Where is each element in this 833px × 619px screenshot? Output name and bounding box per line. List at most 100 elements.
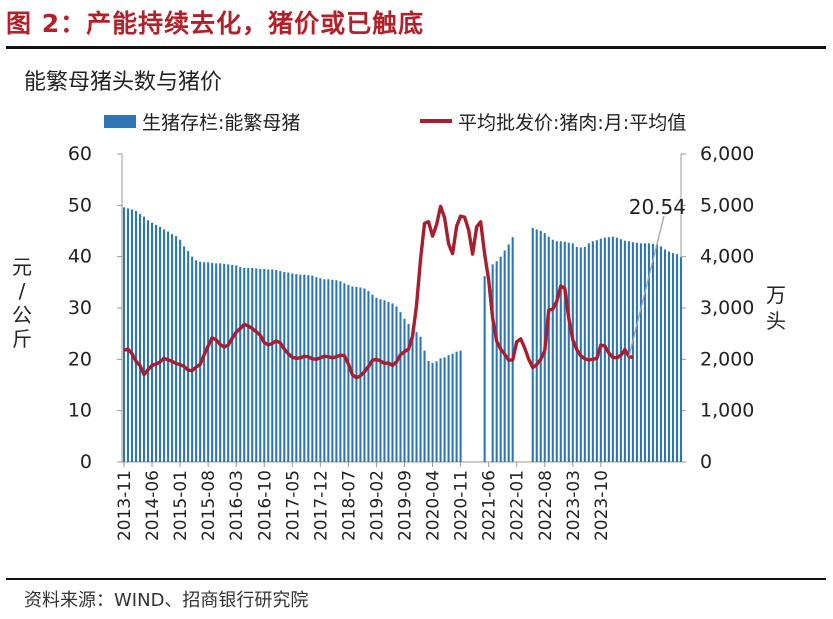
price-point — [231, 337, 233, 339]
price-point — [548, 309, 550, 311]
bar — [663, 249, 667, 462]
bar — [659, 246, 662, 462]
price-point — [391, 364, 394, 367]
bar — [535, 229, 538, 462]
price-point — [399, 354, 402, 356]
annotation-leader-line — [628, 215, 665, 357]
bar — [511, 237, 514, 462]
bar — [130, 209, 134, 462]
price-point — [556, 300, 558, 302]
price-point — [311, 358, 313, 360]
bar — [383, 300, 386, 462]
price-point — [375, 358, 378, 360]
price-point — [163, 357, 165, 359]
price-point — [323, 355, 325, 357]
price-point — [287, 353, 289, 355]
price-point — [191, 370, 193, 372]
price-point — [219, 343, 221, 346]
bar — [147, 220, 150, 462]
price-line — [123, 204, 634, 380]
bar — [239, 266, 242, 462]
bar — [195, 260, 198, 462]
x-tick-label: 2022-08 — [536, 470, 556, 541]
x-tick-label: 2016-10 — [255, 470, 275, 541]
price-point — [227, 344, 229, 346]
bar — [303, 274, 306, 462]
price-point — [411, 335, 414, 337]
bar — [459, 350, 462, 462]
price-point — [508, 359, 510, 361]
price-point — [435, 224, 438, 226]
bar — [679, 257, 683, 462]
bar — [299, 274, 302, 462]
bar — [667, 251, 671, 462]
left-tick-label: 30 — [68, 297, 92, 319]
bar — [211, 262, 214, 462]
chart: 生猪存栏:能繁母猪 平均批发价:猪肉:月:平均值 0 10 20 30 40 50 60 0 1… — [12, 112, 786, 541]
bar — [495, 261, 498, 462]
price-point — [215, 339, 217, 341]
price-point — [211, 337, 213, 339]
price-point — [423, 222, 426, 224]
legend: 生猪存栏:能繁母猪 平均批发价:猪肉:月:平均值 — [104, 112, 686, 134]
price-point — [455, 225, 458, 227]
price-point — [371, 359, 374, 361]
bar — [207, 262, 210, 462]
right-tick-label: 0 — [700, 451, 712, 473]
price-point — [500, 348, 502, 350]
bar — [643, 243, 646, 462]
bar — [431, 362, 434, 462]
left-axis-title: 元/公斤 — [12, 255, 32, 351]
price-point — [331, 357, 333, 359]
bar — [547, 236, 550, 462]
price-point — [468, 229, 470, 231]
bar — [395, 306, 398, 462]
price-point — [612, 356, 614, 358]
price-point — [496, 340, 498, 342]
bar — [539, 231, 542, 462]
x-tick-label: 2020-11 — [452, 470, 472, 541]
price-point — [560, 285, 562, 287]
price-point — [143, 374, 145, 376]
bar — [567, 242, 570, 462]
price-point — [299, 357, 301, 359]
bar — [275, 270, 278, 462]
bar — [647, 243, 650, 462]
price-point — [175, 362, 177, 365]
bar — [371, 294, 374, 462]
bar — [247, 267, 250, 462]
bar — [443, 357, 446, 462]
price-point — [335, 356, 337, 358]
price-point — [379, 360, 382, 362]
bar — [603, 237, 606, 462]
bar — [315, 277, 318, 462]
annotation-label: 20.54 — [629, 195, 686, 219]
price-point — [343, 355, 345, 357]
price-point — [319, 357, 321, 359]
price-point — [620, 354, 622, 356]
price-point — [327, 356, 329, 358]
bar — [203, 262, 206, 462]
bar — [235, 265, 238, 462]
price-point — [363, 371, 366, 373]
bar — [403, 318, 406, 462]
price-point — [431, 235, 434, 237]
bar — [639, 243, 642, 462]
left-tick-label: 0 — [80, 451, 92, 473]
price-point — [155, 363, 157, 365]
price-point — [199, 363, 201, 366]
bar — [411, 328, 414, 462]
price-point — [608, 352, 610, 354]
bar — [223, 263, 226, 462]
bar — [399, 312, 402, 462]
bar — [379, 299, 382, 462]
bar — [675, 254, 679, 462]
price-point — [255, 331, 257, 333]
price-point — [592, 358, 594, 360]
bar — [343, 283, 346, 462]
bar — [391, 303, 394, 462]
bar — [559, 241, 562, 462]
bar — [138, 214, 142, 462]
bar — [367, 291, 370, 462]
bar — [163, 229, 166, 462]
